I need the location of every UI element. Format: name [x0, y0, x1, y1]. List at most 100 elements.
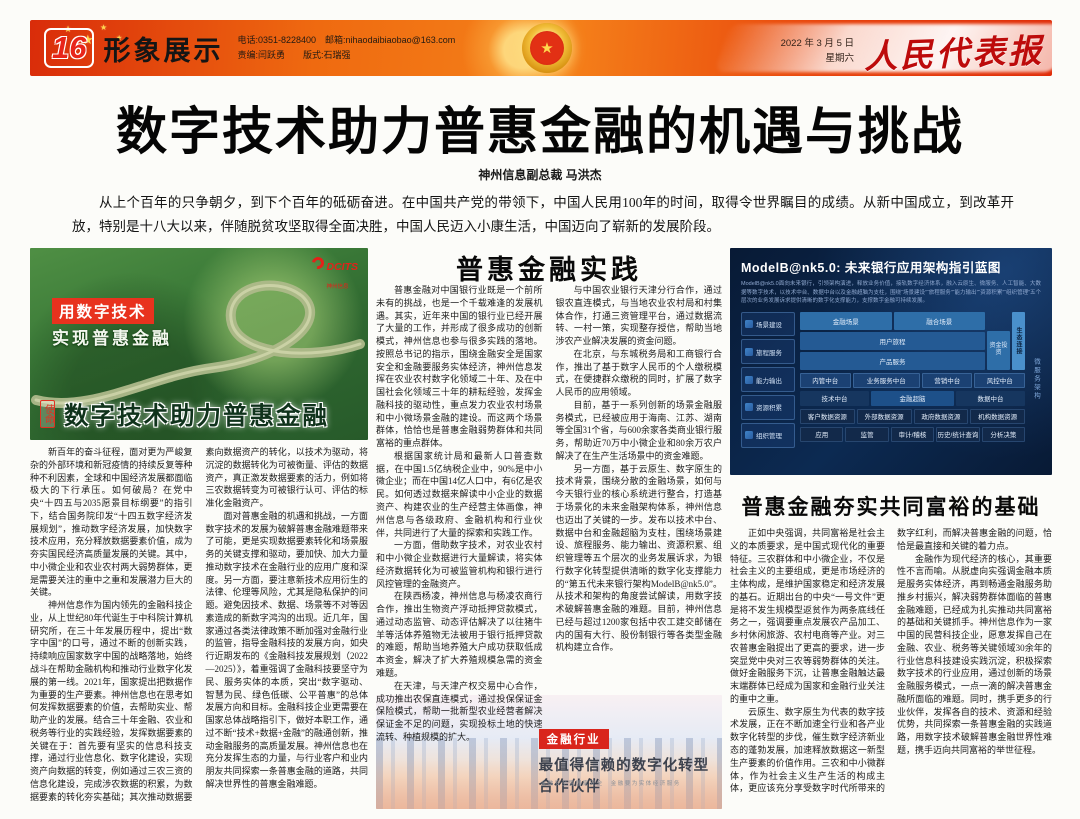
contact-info: 电话:0351-8228400 邮箱:nihaodaibiaobao@163.c… — [237, 33, 455, 64]
diagram-box: 风控中台 — [974, 372, 1025, 388]
dcits-logo-text: DCITS — [326, 261, 359, 273]
diagram-box: 历史/统计查询 — [936, 426, 980, 442]
diagram-title: ModelB@nk5.0: 未来银行应用架构指引蓝图 — [741, 261, 1001, 275]
paragraph: 金融作为现代经济的核心，其重要性不言而喻。从脱虚向实强调金融本质是服务实体经济，… — [897, 553, 1052, 756]
middle-section-heading: 普惠金融实践 — [456, 255, 642, 285]
photo-caption: 数字技术助力普惠金融 — [64, 403, 329, 430]
diagram-box: 监管 — [845, 426, 889, 442]
skyline-towers-decoration — [376, 738, 722, 809]
scene-icon — [745, 319, 753, 328]
diagram-box: 机构数据资源 — [970, 408, 1025, 424]
paragraph: 目前，基于一系列创新的场景金融服务模式，已经被应用于海南、江苏、湖南等全国31个… — [555, 399, 723, 461]
paragraph: 云原生、数字原生为代表的数字技术发展，正在不断加速全行业和各产业数字化转型的步伐… — [730, 528, 1052, 794]
diagram-box: 技术中台 — [800, 390, 870, 406]
diagram-box: 用户旅程 — [800, 331, 985, 350]
modelbank-diagram: ModelB@nk5.0: 未来银行应用架构指引蓝图 ModelB@nk5.0面… — [730, 248, 1052, 475]
diagram-box: 生态连接 — [1012, 311, 1025, 370]
sidebar-label: 旅程服务 — [756, 349, 782, 357]
page-number: 16 — [44, 28, 95, 68]
photo-slogan-line1: 用数字技术 — [52, 298, 154, 324]
right-section-heading: 普惠金融夯实共同富裕的基础 — [741, 496, 1041, 519]
diagram-sidebar-item: 场景建设 — [741, 311, 795, 337]
issue-date: 2022 年 3 月 5 日 星期六 — [781, 36, 854, 66]
diagram-body: 场景建设 旅程服务 能力输出 资源积累 组织管理 金融场景 融合场景 — [741, 311, 1041, 448]
byline: 神州信息副总裁 马洪杰 — [478, 168, 602, 182]
diagram-box: 客户数据资源 — [800, 408, 855, 424]
masthead-left: 16 形象展示 电话:0351-8228400 邮箱:nihaodaibiaob… — [44, 28, 455, 68]
contact-line2: 责编:闫跃勇 版式:石瑞强 — [237, 50, 351, 60]
diagram-box: 融合场景 — [893, 311, 985, 330]
main-headline: 数字技术助力普惠金融的机遇与挑战 — [115, 103, 964, 160]
journey-icon — [745, 347, 753, 356]
diagram-box: 数据中台 — [955, 390, 1025, 406]
middle-article-body: 普惠金融对中国银行业既是一个前所未有的挑战，也是一个千载难逢的发展机遇。其实，近… — [376, 284, 722, 754]
organization-icon — [745, 431, 753, 440]
intro-paragraph: 从上个百年的只争朝夕，到下个百年的砥砺奋进。在中国共产党的带领下，中国人民用10… — [72, 195, 1014, 234]
paragraph: 新百年的奋斗征程，面对更为严峻复杂的外部环境和新冠疫情的持续反复等种种不利因素，… — [30, 447, 193, 598]
national-emblem-icon: ★ — [522, 23, 572, 73]
diagram-box: 资金投资 — [987, 330, 1010, 370]
diagram-sidebar-item: 资源积累 — [741, 394, 795, 420]
diagram-box: 金融场景 — [800, 311, 892, 330]
emblem-star-icon: ★ — [530, 31, 564, 65]
skyline-promo-image: 金融行业 最值得信赖的数字化转型合作伙伴 金融安全暨国家安全 金融要为实体经济服… — [376, 695, 722, 809]
diagram-box: 审计/稽核 — [890, 426, 935, 442]
promo-title: 最值得信赖的数字化转型合作伙伴 — [538, 758, 710, 796]
photo-slogan: 用数字技术 实现普惠金融 — [52, 298, 172, 349]
paragraph: 在北京，与东城税务局和工商银行合作，推出了基于数字人民币的个人缴税模式，在便捷群… — [555, 348, 723, 398]
promo-badge: 金融行业 — [538, 729, 609, 750]
diagram-box: 外部数据资源 — [856, 408, 912, 424]
diagram-upper: 金融场景 融合场景 用户旅程 产品服务 资金投资 生态连接 — [800, 311, 1025, 370]
left-article-body: 新百年的奋斗征程，面对更为严峻复杂的外部环境和新冠疫情的持续反复等种种不利因素，… — [30, 446, 368, 812]
mission-seal: 使命 — [40, 400, 55, 428]
dcits-logo-subtext: 神州信息 — [326, 284, 349, 290]
diagram-sidebar-item: 旅程服务 — [741, 339, 795, 365]
right-article-body: 正如中央强调，共同富裕是社会主义的本质要求，是中国式现代化的重要特征。三农群体和… — [730, 527, 1052, 805]
left-article: DCITS 神州信息 用数字技术 实现普惠金融 使命 数字技术助力普惠金融 新百… — [30, 248, 368, 815]
diagram-sidebar-item: 组织管理 — [741, 422, 795, 448]
paragraph: 与中国农业银行天津分行合作，通过银农直连模式，与当地农业农村局和村集体合作，打通… — [555, 285, 723, 347]
contact-line1: 电话:0351-8228400 邮箱:nihaodaibiaobao@163.c… — [237, 34, 456, 45]
resource-icon — [745, 403, 753, 412]
masthead-right: 2022 年 3 月 5 日 星期六 人民代表报 — [781, 27, 1045, 76]
paragraph: 普惠金融对中国银行业既是一个前所未有的挑战，也是一个千载难逢的发展机遇。其实，近… — [376, 285, 543, 449]
diagram-main: 金融场景 融合场景 用户旅程 产品服务 资金投资 生态连接 — [800, 311, 1026, 448]
right-article: ModelB@nk5.0: 未来银行应用架构指引蓝图 ModelB@nk5.0面… — [730, 248, 1052, 815]
river-shape — [31, 280, 365, 409]
diagram-sidebar: 场景建设 旅程服务 能力输出 资源积累 组织管理 — [741, 311, 795, 448]
paragraph: 神州信息作为国内领先的金融科技企业，从上世纪80年代诞生于中科院计算机研究所，在… — [30, 447, 368, 802]
paragraph: 面对普惠金融的机遇和挑战，一方面数字技术的发展为破解普惠金融难题带来了可能，更是… — [205, 510, 369, 789]
sidebar-label: 能力输出 — [756, 377, 782, 385]
weekday-text: 星期六 — [825, 53, 854, 64]
middle-article: 普惠金融实践 普惠金融对中国银行业既是一个前所未有的挑战，也是一个千载难逢的发展… — [376, 248, 722, 815]
diagram-description: ModelB@nk5.0面向未来银行，引领架构演进，释放业务价值，接轨数字经济体… — [741, 281, 1041, 305]
paragraph: 根据国家统计局和最新人口普查数据，在中国1.5亿纳税企业中，90%是中小微企业；… — [376, 450, 543, 538]
paper-name: 人民代表报 — [863, 33, 1045, 76]
photo-slogan-line2: 实现普惠金融 — [52, 329, 172, 348]
diagram-box: 金融超脑 — [871, 390, 954, 406]
diagram-box: 产品服务 — [800, 351, 985, 370]
diagram-box: 分析决策 — [981, 426, 1026, 442]
sidebar-label: 资源积累 — [756, 405, 782, 413]
diagram-sidebar-item: 能力输出 — [741, 367, 795, 392]
diagram-box: 营销中台 — [921, 372, 973, 388]
paragraph: 一方面，借助数字技术，对农业农村和中小微企业数据进行大量解读，将实体经济数据转化… — [376, 540, 543, 589]
section-title: 形象展示 — [103, 35, 224, 66]
forest-river-photo: DCITS 神州信息 用数字技术 实现普惠金融 使命 数字技术助力普惠金融 — [30, 248, 368, 440]
diagram-box: 政府数据资源 — [913, 408, 969, 424]
paragraph: 在天津，与天津产权交易中心合作，成功推出农保直连模式，通过投保保证金保险模式，帮… — [376, 680, 543, 742]
paragraph: 在陕西杨凌，神州信息与杨凌农商行合作，推出生物资产浮动抵押贷款模式，通过动态监管… — [376, 591, 543, 678]
sidebar-label: 组织管理 — [756, 433, 782, 441]
capability-icon — [745, 375, 753, 384]
masthead-banner: ★ ★ ★ ★ 16 形象展示 电话:0351-8228400 邮箱:nihao… — [30, 20, 1052, 76]
diagram-microservice-label: 微服务架构 — [1032, 358, 1040, 401]
diagram-box: 内管中台 — [800, 372, 851, 388]
dcits-logo: DCITS 神州信息 — [309, 254, 359, 293]
paragraph: 另一方面，基于云原生、数字原生的技术背景，围绕分散的金融场景，如何与今天银行业的… — [555, 463, 723, 653]
promo-tagline: 金融安全暨国家安全 金融要为实体经济服务 — [540, 781, 681, 788]
diagram-box: 应用 — [800, 426, 844, 442]
diagram-box: 业务服务中台 — [852, 372, 920, 388]
content-area: DCITS 神州信息 用数字技术 实现普惠金融 使命 数字技术助力普惠金融 新百… — [30, 248, 1052, 815]
dcits-swoosh-icon — [309, 254, 326, 272]
